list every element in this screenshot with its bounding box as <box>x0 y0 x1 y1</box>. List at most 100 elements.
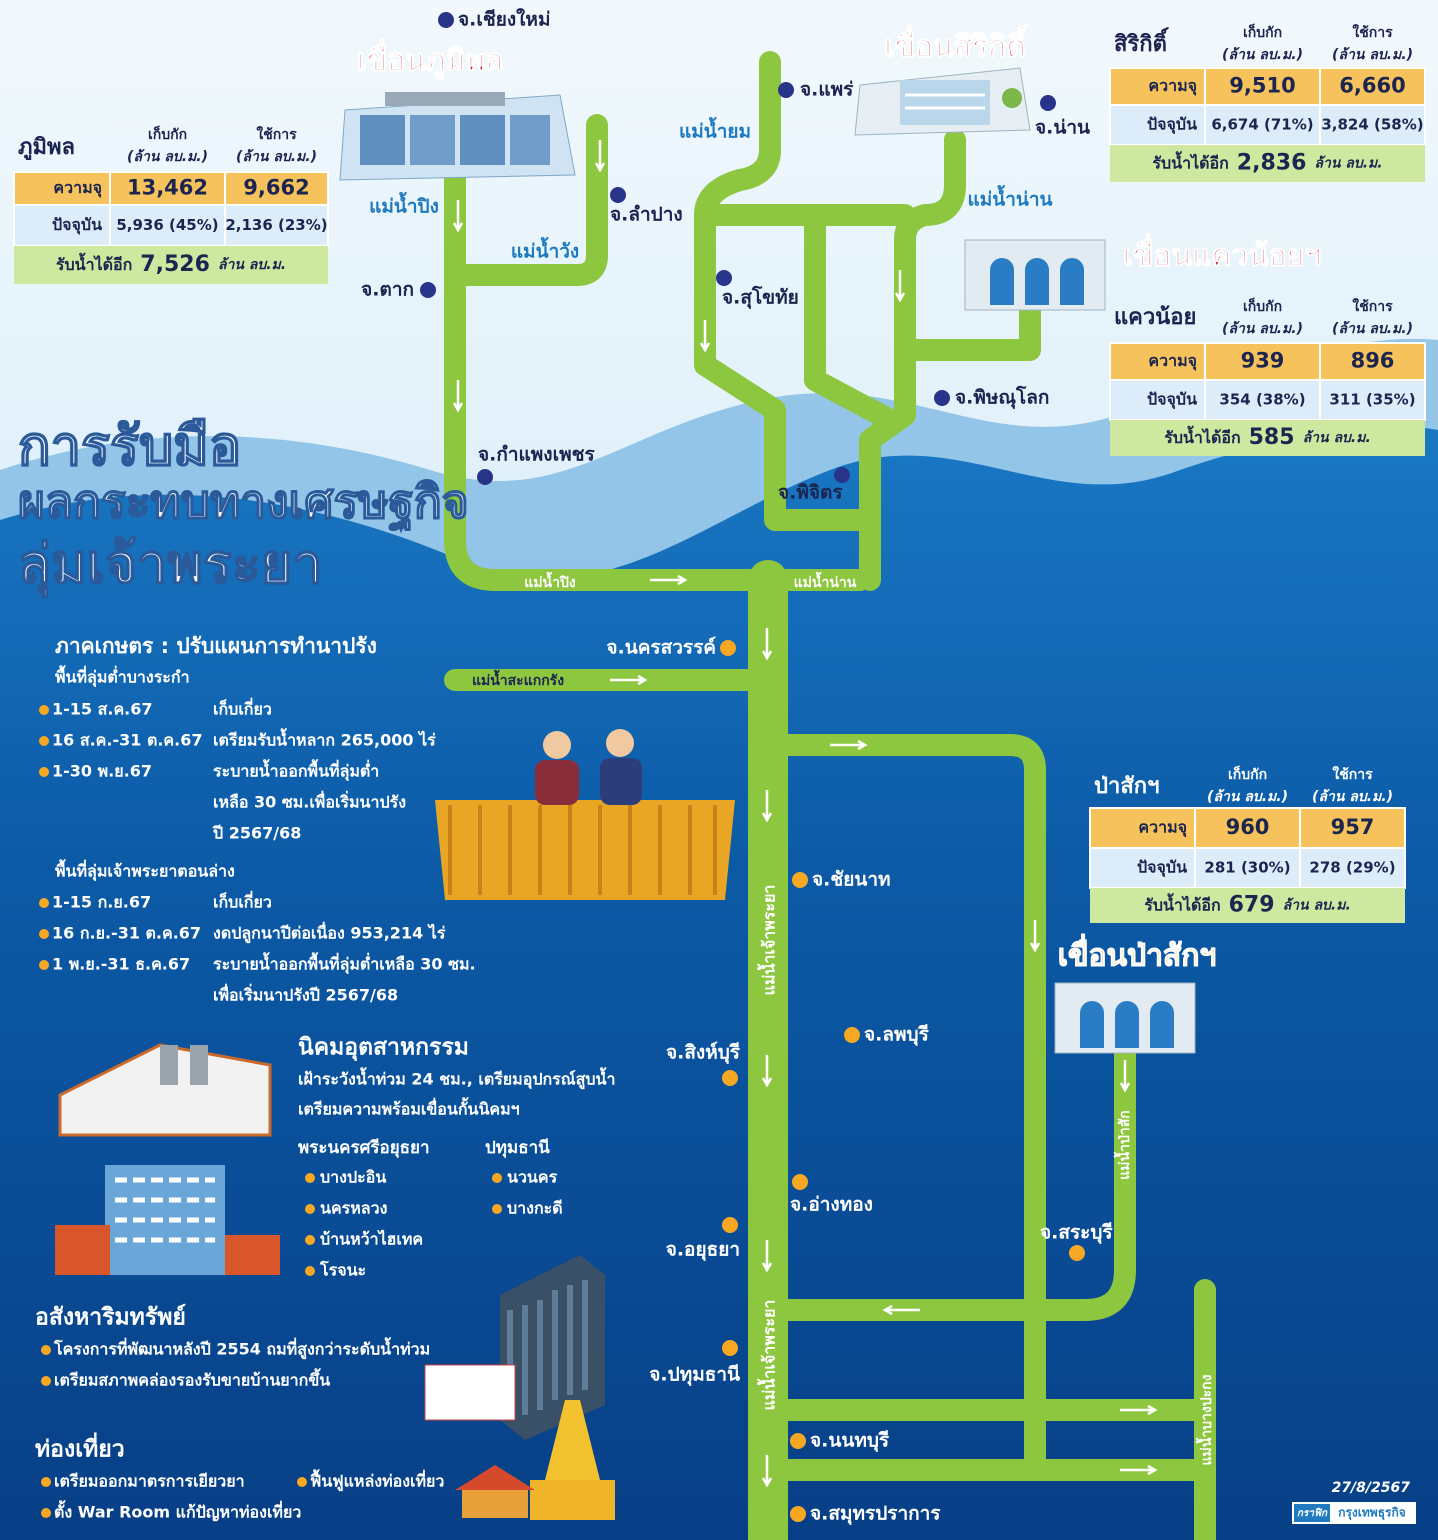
available-part: รับน้ำได้อีก <box>1164 425 1240 447</box>
dam-name: สิริกิติ์ <box>1114 27 1169 57</box>
table-cell: 278 (29%) <box>1309 859 1395 877</box>
province-dot <box>420 282 436 298</box>
row-label: ปัจจุบัน <box>52 215 102 235</box>
section-text: ฟื้นฟูแหล่งท่องเที่ยว <box>309 1469 444 1493</box>
column-header: เก็บกัก <box>1243 297 1282 315</box>
province-dot <box>934 390 950 406</box>
province-label: จ.สมุทรปราการ <box>810 1503 941 1526</box>
dam-name: ป่าสักฯ <box>1094 774 1159 799</box>
table-cell: 960 <box>1226 815 1270 839</box>
section-text: ตั้ง War Room แก้ปัญหาท่องเที่ยว <box>54 1500 301 1523</box>
province-label: จ.อ่างทอง <box>790 1194 873 1216</box>
section-text: เฝ้าระวังน้ำท่วม 24 ชม., เตรียมอุปกรณ์สู… <box>298 1067 615 1091</box>
table-cell: 6,674 (71%) <box>1211 116 1313 134</box>
column-header: เก็บกัก <box>148 125 187 143</box>
row-label: ความจุ <box>53 178 102 198</box>
table-cell: 311 (35%) <box>1329 391 1415 409</box>
column-header: ใช้การ <box>1332 765 1373 783</box>
table-cell: 354 (38%) <box>1219 391 1305 409</box>
group-heading: พระนครศรีอยุธยา <box>298 1137 430 1158</box>
bullet <box>305 1235 315 1245</box>
dam-title: เขื่อนสิริกิติ์ <box>884 24 1029 65</box>
credit: กรุงเทพธุรกิจ <box>1338 1506 1406 1521</box>
bullet <box>41 1345 51 1355</box>
section-text: เตรียมออกมาตรการเยียวยา <box>54 1472 245 1491</box>
schedule-text: ระบายน้ำออกพื้นที่ลุ่มต่ำเหลือ 30 ซม. <box>213 952 476 975</box>
dam-illustration <box>1055 983 1195 1053</box>
schedule-text: เตรียมรับน้ำหลาก 265,000 ไร่ <box>213 728 436 750</box>
estate-name: โรจนะ <box>319 1260 366 1280</box>
estate-name: บ้านหว้าไฮเทค <box>320 1230 423 1249</box>
bullet <box>305 1266 315 1276</box>
bullet <box>305 1204 315 1214</box>
section-title: นิคมอุตสาหกรรม <box>298 1035 469 1062</box>
table-cell: 13,462 <box>127 176 208 200</box>
province-dot <box>1069 1245 1085 1261</box>
province-label: จ.สระบุรี <box>1040 1222 1113 1245</box>
province-label: จ.ตาก <box>361 279 414 301</box>
infographic: การรับมือ ผลกระทบทางเศรษฐกิจ ลุ่มเจ้าพระ… <box>0 0 1438 1540</box>
schedule-date: 1-15 ส.ค.67 <box>52 700 153 719</box>
available-part: 7,526 <box>140 252 210 277</box>
province-label: จ.น่าน <box>1035 117 1090 139</box>
province-dot <box>716 270 732 286</box>
bullet <box>39 960 49 970</box>
province-label: จ.ปทุมธานี <box>649 1364 740 1387</box>
province-label: จ.นนทบุรี <box>810 1430 890 1453</box>
available-part: ล้าน ลบ.ม. <box>1283 898 1351 914</box>
province-label: จ.นครสวรรค์ <box>606 637 716 659</box>
table-cell: 281 (30%) <box>1204 859 1290 877</box>
available-part: 2,836 <box>1237 151 1307 176</box>
section-title: ท่องเที่ยว <box>35 1432 125 1463</box>
available-part: 679 <box>1229 893 1275 918</box>
available-part: รับน้ำได้อีก <box>56 252 132 274</box>
dam-title: เขื่อนแควน้อยฯ <box>1123 234 1322 274</box>
dam-illustration <box>965 240 1105 310</box>
schedule-text: ปี 2567/68 <box>212 824 302 843</box>
table-cell: 5,936 (45%) <box>116 216 218 234</box>
schedule-text: งดปลูกนาปีต่อเนื่อง 953,214 ไร่ <box>213 922 446 945</box>
column-header: (ล้าน ลบ.ม.) <box>1332 321 1413 337</box>
province-dot <box>790 1506 806 1522</box>
river-label: แม่น้ำวัง <box>511 237 579 263</box>
province-label: จ.ลำปาง <box>610 204 683 226</box>
dam-name: ภูมิพล <box>18 135 75 161</box>
available-part: ล้าน ลบ.ม. <box>1314 156 1382 172</box>
schedule-text: เพื่อเริ่มนาปรังปี 2567/68 <box>213 984 398 1005</box>
bullet <box>39 898 49 908</box>
province-label: จ.ลพบุรี <box>864 1024 930 1047</box>
column-header: (ล้าน ลบ.ม.) <box>1332 47 1413 63</box>
column-header: เก็บกัก <box>1243 23 1282 41</box>
estate-name: นวนคร <box>507 1168 558 1187</box>
province-label: จ.อยุธยา <box>666 1239 740 1262</box>
bullet <box>39 929 49 939</box>
row-label: ความจุ <box>1138 818 1187 838</box>
group-heading: พื้นที่ลุ่มเจ้าพระยาตอนล่าง <box>55 859 235 882</box>
schedule-date: 16 ก.ย.-31 ต.ค.67 <box>52 924 201 943</box>
province-label: จ.เชียงใหม่ <box>458 8 550 31</box>
schedule-date: 1-30 พ.ย.67 <box>52 762 152 781</box>
river-label: แม่น้ำปิง <box>369 192 439 218</box>
estate-name: นครหลวง <box>320 1199 387 1218</box>
bullet <box>492 1204 502 1214</box>
river-label: แม่น้ำเจ้าพระยา <box>757 885 779 996</box>
table-cell: 2,136 (23%) <box>225 216 327 234</box>
group-heading: พื้นที่ลุ่มต่ำบางระกำ <box>55 665 190 688</box>
section-title: อสังหาริมทรัพย์ <box>35 1304 186 1331</box>
dam-title: เขื่อนป่าสักฯ <box>1058 934 1217 974</box>
province-label: จ.สุโขทัย <box>722 286 799 310</box>
column-header: (ล้าน ลบ.ม.) <box>1222 321 1303 337</box>
column-header: (ล้าน ลบ.ม.) <box>127 149 208 165</box>
date: 27/8/2567 <box>1332 1480 1411 1496</box>
available-part: รับน้ำได้อีก <box>1152 150 1228 172</box>
available-part: 585 <box>1249 425 1295 450</box>
section-text: เตรียมความพร้อมเขื่อนกั้นนิคมฯ <box>298 1097 520 1119</box>
province-dot <box>720 640 736 656</box>
bullet <box>39 705 49 715</box>
river-label: แม่น้ำยม <box>679 117 751 143</box>
schedule-text: ระบายน้ำออกพื้นที่ลุ่มต่ำ <box>213 759 379 782</box>
bullet <box>305 1173 315 1183</box>
estate-name: บางปะอิน <box>320 1168 386 1187</box>
bullet <box>41 1508 51 1518</box>
province-dot <box>610 187 626 203</box>
